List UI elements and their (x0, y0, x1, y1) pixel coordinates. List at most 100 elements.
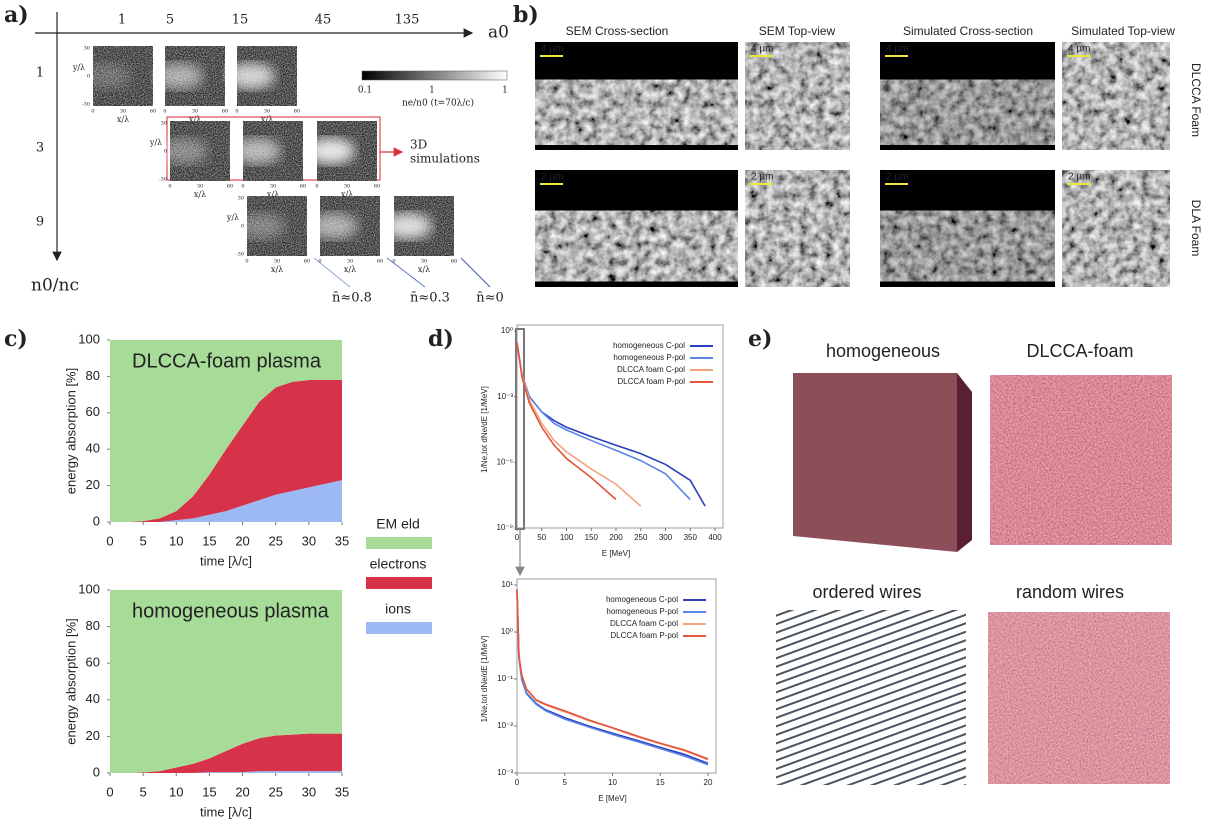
image-tick: -30 (236, 252, 244, 258)
x-tick-label: 5 (140, 533, 147, 548)
image-tick: 60 (304, 259, 310, 265)
x-axis-label: E [MeV] (602, 549, 630, 558)
y-tick-label: 10⁻⁶ (497, 457, 513, 466)
image-axis-label: x/λ (271, 265, 283, 274)
column-label: 135 (395, 13, 420, 28)
image-tick: 30 (197, 184, 203, 190)
image-tick: 60 (222, 109, 228, 115)
x-tick-label: 25 (268, 784, 282, 799)
y-tick-label: 20 (86, 477, 100, 492)
column-header: Simulated Top-view (1071, 24, 1175, 38)
y-tick-label: 80 (86, 368, 100, 383)
image-tick: 60 (150, 109, 156, 115)
random-wires-render (988, 612, 1170, 784)
plume (227, 63, 275, 89)
plume (310, 213, 358, 239)
legend-label: DLCCA foam C-pol (617, 365, 685, 374)
image-tick: 0 (318, 259, 321, 265)
plume (155, 63, 203, 89)
image-axis-label: y/λ (149, 138, 162, 147)
callout: simulations (410, 152, 480, 166)
y-tick-label: 0 (93, 513, 100, 528)
legend-label: homogeneous P-pol (613, 353, 685, 362)
legend-label: DLCCA foam C-pol (610, 619, 678, 628)
x-tick-label: 15 (656, 778, 665, 787)
cross-section-image (535, 211, 738, 281)
y-tick-label: 10¹ (501, 580, 513, 589)
image-axis-label: y/λ (72, 63, 85, 72)
y-tick-label: 60 (86, 404, 100, 419)
x-tick-label: 50 (537, 533, 546, 542)
x-tick-label: 100 (560, 533, 574, 542)
scale-bar-label: 2 µm (886, 172, 908, 183)
scale-bar-label: 4 µm (751, 44, 773, 55)
legend-label: homogeneous C-pol (613, 341, 685, 350)
image-tick: 0 (91, 109, 94, 115)
legend-label: DLCCA foam P-pol (610, 631, 678, 640)
y-tick-label: 20 (86, 728, 100, 743)
scale-bar-label: 2 µm (1068, 172, 1090, 183)
y-tick-label: 10⁻³ (497, 392, 513, 401)
plume (233, 138, 281, 164)
image-tick: 60 (377, 259, 383, 265)
column-label: 5 (166, 13, 174, 28)
column-label: 1 (118, 13, 126, 28)
image-tick: 0 (241, 224, 244, 230)
scale-bar-label: 4 µm (541, 44, 563, 55)
x-tick-label: 0 (106, 784, 113, 799)
y-tick-label: 80 (86, 618, 100, 633)
panel-label: d) (428, 326, 454, 352)
x-tick-label: 0 (515, 533, 520, 542)
row-label: 9 (36, 215, 44, 230)
x-tick-label: 400 (708, 533, 722, 542)
row-label: DLA Foam (1189, 200, 1203, 257)
x-tick-label: 35 (335, 784, 349, 799)
top-view-image (1062, 170, 1170, 287)
panel-e: homogeneous DLCCA-foam ordered wires ran… (776, 341, 1172, 785)
image-tick: 30 (274, 259, 280, 265)
panel-label: e) (748, 326, 772, 352)
image-axis-label: x/λ (194, 190, 206, 199)
x-tick-label: 5 (140, 784, 147, 799)
image-tick: 60 (451, 259, 457, 265)
panel-title: DLCCA-foam (1026, 341, 1133, 361)
image-tick: 0 (235, 109, 238, 115)
image-tick: 0 (168, 184, 171, 190)
image-tick: 0 (164, 149, 167, 155)
y-axis-label: energy absorption [%] (63, 368, 78, 494)
colorbar-tick: 0.1 (358, 86, 372, 96)
x-tick-label: 300 (659, 533, 673, 542)
plume (307, 138, 355, 164)
scale-bar-label: 4 µm (886, 44, 908, 55)
top-view-image (745, 42, 850, 150)
x-tick-label: 0 (106, 533, 113, 548)
image-tick: 0 (163, 109, 166, 115)
image-tick: 30 (120, 109, 126, 115)
y-tick-label: 10⁻³ (497, 768, 513, 777)
y-tick-label: 40 (86, 441, 100, 456)
plume (160, 138, 208, 164)
column-label: 15 (232, 13, 249, 28)
image-tick: 30 (264, 109, 270, 115)
image-tick: 30 (421, 259, 427, 265)
guide-line (461, 258, 490, 287)
y-tick-label: 10⁻¹ (497, 674, 513, 683)
x-tick-label: 350 (684, 533, 698, 542)
x-tick-label: 15 (202, 533, 216, 548)
average-label: n̄≈0 (476, 291, 504, 306)
colorbar-tick: 1 (502, 86, 508, 96)
legend-swatch (366, 537, 432, 549)
chart-title: DLCCA-foam plasma (132, 350, 322, 372)
image-tick: 30 (344, 184, 350, 190)
x-tick-label: 0 (515, 778, 520, 787)
image-axis-label: x/λ (418, 265, 430, 274)
panel-title: random wires (1016, 582, 1124, 602)
image-tick: 60 (227, 184, 233, 190)
image-axis-label: y/λ (226, 213, 239, 222)
image-axis-label: x/λ (117, 115, 129, 124)
y-tick-label: 10⁻⁹ (496, 523, 513, 532)
y-tick-label: 10⁰ (501, 627, 513, 636)
image-tick: 0 (392, 259, 395, 265)
y-tick-label: 100 (78, 331, 100, 346)
legend-label: DLCCA foam P-pol (617, 377, 685, 386)
